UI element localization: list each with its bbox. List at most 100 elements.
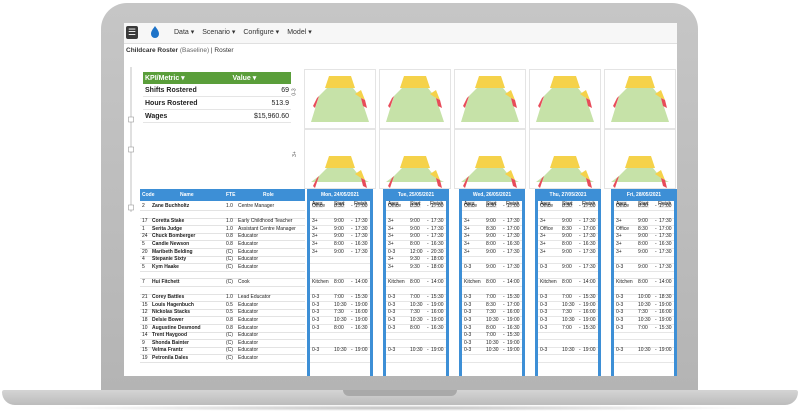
shift-finish[interactable]: 17:30 [355, 233, 368, 240]
shift-start[interactable]: 9:00 [562, 218, 572, 225]
shift-start[interactable]: 9:30 [410, 263, 420, 270]
shift-area[interactable]: 0-3 [540, 347, 548, 354]
menu-icon[interactable]: ☰ [126, 26, 138, 39]
shift-area[interactable]: 0-3 [616, 347, 624, 354]
shift-finish[interactable]: 17:00 [355, 203, 368, 209]
shift-area[interactable]: 0-3 [464, 301, 472, 308]
shift-start[interactable]: 7:30 [410, 309, 420, 316]
shift-area[interactable]: Office [464, 203, 477, 209]
shift-finish[interactable]: 19:00 [583, 301, 596, 308]
shift-area[interactable]: 0-3 [388, 301, 396, 308]
shift-area[interactable]: 3+ [464, 218, 470, 225]
shift-start[interactable]: 7:00 [486, 332, 496, 339]
shift-finish[interactable]: 17:00 [583, 225, 596, 232]
shift-start[interactable]: 10:30 [334, 301, 347, 308]
shift-start[interactable]: 8:30 [486, 203, 496, 209]
shift-area[interactable]: 3+ [312, 225, 318, 232]
shift-area[interactable]: Office [616, 225, 629, 232]
shift-finish[interactable]: 17:30 [431, 218, 444, 225]
shift-start[interactable]: 10:30 [562, 347, 575, 354]
shift-start[interactable]: 9:00 [410, 225, 420, 232]
shift-finish[interactable]: 16:30 [431, 324, 444, 331]
shift-area[interactable]: 3+ [388, 241, 394, 247]
shift-area[interactable]: 0-3 [312, 301, 320, 308]
shift-finish[interactable]: 17:30 [431, 233, 444, 240]
shift-finish[interactable]: 14:00 [355, 279, 368, 285]
shift-area[interactable]: Kitchen [540, 279, 557, 285]
shift-finish[interactable]: 15:30 [659, 324, 672, 331]
shift-area[interactable]: 0-3 [616, 263, 624, 270]
shift-start[interactable]: 10:30 [486, 339, 499, 346]
shift-area[interactable]: 3+ [388, 263, 394, 270]
shift-start[interactable]: 9:00 [334, 248, 344, 255]
shift-area[interactable]: Kitchen [312, 279, 329, 285]
shift-start[interactable]: 10:30 [638, 317, 651, 323]
shift-area[interactable]: 0-3 [540, 263, 548, 270]
shift-start[interactable]: 7:00 [562, 324, 572, 331]
shift-finish[interactable]: 15:30 [583, 294, 596, 301]
shift-start[interactable]: 8:30 [638, 203, 648, 209]
shift-finish[interactable]: 16:30 [507, 241, 520, 247]
shift-finish[interactable]: 14:00 [431, 279, 444, 285]
shift-finish[interactable]: 16:30 [431, 241, 444, 247]
shift-area[interactable]: 3+ [312, 233, 318, 240]
shift-area[interactable]: 0-3 [312, 324, 320, 331]
shift-start[interactable]: 8:00 [334, 324, 344, 331]
shift-area[interactable]: 3+ [616, 241, 622, 247]
shift-finish[interactable]: 18:30 [659, 294, 672, 301]
shift-area[interactable]: 0-3 [312, 317, 320, 323]
shift-finish[interactable]: 18:00 [431, 263, 444, 270]
shift-area[interactable]: 0-3 [464, 317, 472, 323]
shift-area[interactable]: 3+ [540, 233, 546, 240]
shift-area[interactable]: 3+ [464, 241, 470, 247]
shift-area[interactable]: 0-3 [464, 347, 472, 354]
shift-finish[interactable]: 17:30 [583, 263, 596, 270]
shift-finish[interactable]: 17:00 [507, 225, 520, 232]
shift-area[interactable]: 0-3 [312, 347, 320, 354]
shift-start[interactable]: 10:30 [638, 301, 651, 308]
shift-start[interactable]: 8:00 [334, 241, 344, 247]
shift-finish[interactable]: 19:00 [431, 347, 444, 354]
shift-area[interactable]: Office [312, 203, 325, 209]
shift-area[interactable]: 3+ [312, 241, 318, 247]
shift-area[interactable]: 0-3 [388, 248, 396, 255]
shift-finish[interactable]: 18:00 [431, 256, 444, 263]
shift-area[interactable]: 0-3 [388, 309, 396, 316]
shift-start[interactable]: 9:00 [562, 248, 572, 255]
shift-area[interactable]: 0-3 [388, 324, 396, 331]
shift-finish[interactable]: 17:30 [507, 263, 520, 270]
shift-area[interactable]: 3+ [464, 233, 470, 240]
shift-finish[interactable]: 17:30 [659, 248, 672, 255]
shift-start[interactable]: 8:00 [638, 241, 648, 247]
shift-finish[interactable]: 15:30 [431, 294, 444, 301]
shift-area[interactable]: 0-3 [388, 317, 396, 323]
shift-start[interactable]: 8:00 [410, 279, 420, 285]
shift-finish[interactable]: 19:00 [507, 347, 520, 354]
shift-finish[interactable]: 19:00 [507, 339, 520, 346]
shift-start[interactable]: 9:00 [486, 263, 496, 270]
shift-start[interactable]: 8:00 [486, 324, 496, 331]
shift-finish[interactable]: 15:30 [507, 332, 520, 339]
shift-start[interactable]: 7:00 [334, 294, 344, 301]
shift-finish[interactable]: 19:00 [431, 317, 444, 323]
shift-start[interactable]: 8:30 [334, 203, 344, 209]
shift-finish[interactable]: 19:00 [583, 317, 596, 323]
shift-start[interactable]: 10:30 [410, 301, 423, 308]
shift-start[interactable]: 9:00 [334, 218, 344, 225]
shift-start[interactable]: 8:00 [410, 241, 420, 247]
shift-finish[interactable]: 17:00 [507, 301, 520, 308]
shift-start[interactable]: 7:00 [562, 294, 572, 301]
shift-start[interactable]: 7:00 [410, 294, 420, 301]
shift-start[interactable]: 9:00 [562, 263, 572, 270]
shift-finish[interactable]: 14:00 [507, 279, 520, 285]
shift-finish[interactable]: 16:00 [507, 309, 520, 316]
shift-area[interactable]: 0-3 [388, 347, 396, 354]
shift-area[interactable]: 3+ [388, 233, 394, 240]
shift-finish[interactable]: 20:30 [431, 248, 444, 255]
shift-finish[interactable]: 17:30 [583, 233, 596, 240]
nav-configure[interactable]: Configure ▾ [243, 29, 280, 36]
shift-finish[interactable]: 17:30 [355, 218, 368, 225]
shift-area[interactable]: 3+ [388, 256, 394, 263]
shift-finish[interactable]: 17:30 [659, 263, 672, 270]
shift-area[interactable]: 0-3 [464, 309, 472, 316]
